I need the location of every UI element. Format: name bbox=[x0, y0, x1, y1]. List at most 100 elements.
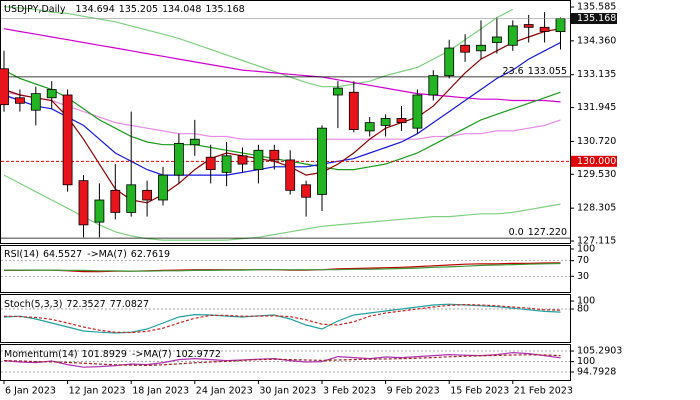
y-tick-label: 30 bbox=[577, 271, 589, 282]
candle-body bbox=[317, 127, 327, 195]
ohlc-low: 134.048 bbox=[162, 4, 201, 15]
indicator-name: Momentum(14) bbox=[4, 349, 78, 360]
candle-body bbox=[491, 36, 502, 43]
moving-average bbox=[3, 91, 561, 140]
y-tick-label: 130.720 bbox=[577, 136, 616, 147]
candle-body bbox=[205, 156, 216, 171]
candle-body bbox=[301, 184, 312, 198]
momentum-panel-frame bbox=[0, 344, 571, 381]
y-tick-label: 94.7928 bbox=[577, 367, 616, 378]
y-tick-label: 80 bbox=[577, 304, 589, 315]
candle-body bbox=[412, 94, 423, 129]
price-panel-frame bbox=[0, 0, 571, 244]
candle-body bbox=[364, 122, 375, 132]
indicator-header: RSI(14) 64.5527 ->MA(7) 62.7619 bbox=[4, 249, 170, 260]
candle-body bbox=[396, 118, 407, 124]
date-label: 21 Feb 2023 bbox=[514, 386, 573, 397]
indicator-value: 77.0827 bbox=[110, 299, 149, 310]
ohlc-high: 135.205 bbox=[119, 4, 158, 15]
y-tick-label: 100 bbox=[577, 356, 595, 367]
last-price-tag bbox=[571, 13, 617, 25]
y-tick-label: 70 bbox=[577, 255, 589, 266]
date-label: 9 Feb 2023 bbox=[387, 386, 440, 397]
y-tick-label: 135.585 bbox=[577, 2, 616, 13]
candle-body bbox=[0, 68, 9, 106]
indicator-value: 102.9772 bbox=[176, 349, 221, 360]
fib-price: 133.055 bbox=[528, 65, 567, 76]
fib-price: 127.220 bbox=[528, 227, 567, 238]
fib-label: 23.6 133.055 bbox=[503, 65, 567, 76]
moving-average bbox=[3, 28, 561, 204]
indicator-name: ->MA(7) bbox=[87, 249, 127, 260]
date-label: 30 Jan 2023 bbox=[259, 386, 316, 397]
candle-body bbox=[94, 199, 105, 223]
indicator-value: 64.5527 bbox=[43, 249, 82, 260]
y-tick-label: 129.530 bbox=[577, 169, 616, 180]
candle-body bbox=[476, 44, 486, 52]
candle-body bbox=[332, 87, 343, 96]
y-tick-label: 131.945 bbox=[577, 102, 616, 113]
ohlc-open: 134.694 bbox=[75, 4, 114, 15]
indicator-value: 72.3527 bbox=[66, 299, 105, 310]
stoch-panel-frame bbox=[0, 294, 571, 343]
price-tag-label: 130.000 bbox=[577, 156, 616, 167]
candle-body bbox=[30, 93, 41, 111]
indicator-line bbox=[3, 354, 561, 367]
candle-body bbox=[142, 189, 153, 201]
candle-body bbox=[110, 189, 121, 213]
fib-ratio: 23.6 bbox=[503, 65, 524, 76]
candle-body bbox=[380, 118, 391, 126]
candle-body bbox=[46, 89, 57, 99]
candle-body bbox=[285, 159, 296, 191]
moving-average bbox=[3, 69, 561, 171]
indicator-name: ->MA(7) bbox=[132, 349, 172, 360]
indicator-value: 101.8929 bbox=[82, 349, 127, 360]
candle-body bbox=[428, 75, 439, 96]
y-tick-label: 100 bbox=[577, 296, 595, 307]
y-tick-label: 133.135 bbox=[577, 69, 616, 80]
candle-body bbox=[189, 138, 200, 146]
date-label: 18 Jan 2023 bbox=[132, 386, 189, 397]
indicator-line bbox=[3, 303, 561, 334]
candle-body bbox=[539, 26, 550, 32]
candle-body bbox=[126, 184, 137, 213]
candle-body bbox=[523, 24, 534, 28]
indicator-line bbox=[3, 351, 561, 368]
candle-body bbox=[237, 155, 248, 165]
indicator-value: 62.7619 bbox=[131, 249, 170, 260]
moving-average bbox=[3, 41, 561, 176]
chart-header: USDJPY,Daily 134.694 135.205 134.048 135.168 bbox=[4, 4, 245, 15]
candle-body bbox=[221, 155, 232, 173]
y-tick-label: 105.2903 bbox=[577, 346, 622, 357]
candle-body bbox=[507, 25, 518, 46]
price-tag bbox=[571, 155, 617, 167]
y-tick-label: 128.305 bbox=[577, 203, 616, 214]
indicator-name: Stoch(5,3,3) bbox=[4, 299, 62, 310]
candle-body bbox=[158, 174, 168, 201]
candle-body bbox=[62, 94, 73, 186]
moving-average bbox=[3, 6, 514, 88]
y-tick-label: 127.115 bbox=[577, 236, 616, 247]
candle-body bbox=[555, 18, 566, 33]
y-tick-label: 134.360 bbox=[577, 35, 616, 46]
candle-body bbox=[444, 47, 455, 77]
date-label: 15 Feb 2023 bbox=[450, 386, 509, 397]
date-label: 24 Jan 2023 bbox=[196, 386, 253, 397]
moving-average bbox=[3, 28, 561, 103]
y-tick-label: 100 bbox=[577, 244, 595, 255]
date-label: 12 Jan 2023 bbox=[69, 386, 126, 397]
candle-body bbox=[253, 149, 264, 171]
candle-body bbox=[14, 97, 25, 104]
candle-body bbox=[78, 180, 89, 226]
indicator-line bbox=[4, 262, 561, 272]
indicator-name: RSI(14) bbox=[4, 249, 39, 260]
candle-body bbox=[173, 142, 184, 176]
indicator-header: Momentum(14) 101.8929 ->MA(7) 102.9772 bbox=[4, 349, 221, 360]
fib-ratio: 0.0 bbox=[509, 227, 524, 238]
fib-label: 0.0 127.220 bbox=[509, 227, 567, 238]
ohlc-close: 135.168 bbox=[205, 4, 244, 15]
last-price-label: 135.168 bbox=[577, 13, 616, 24]
rsi-panel-frame bbox=[0, 245, 571, 293]
date-label: 6 Jan 2023 bbox=[5, 386, 56, 397]
